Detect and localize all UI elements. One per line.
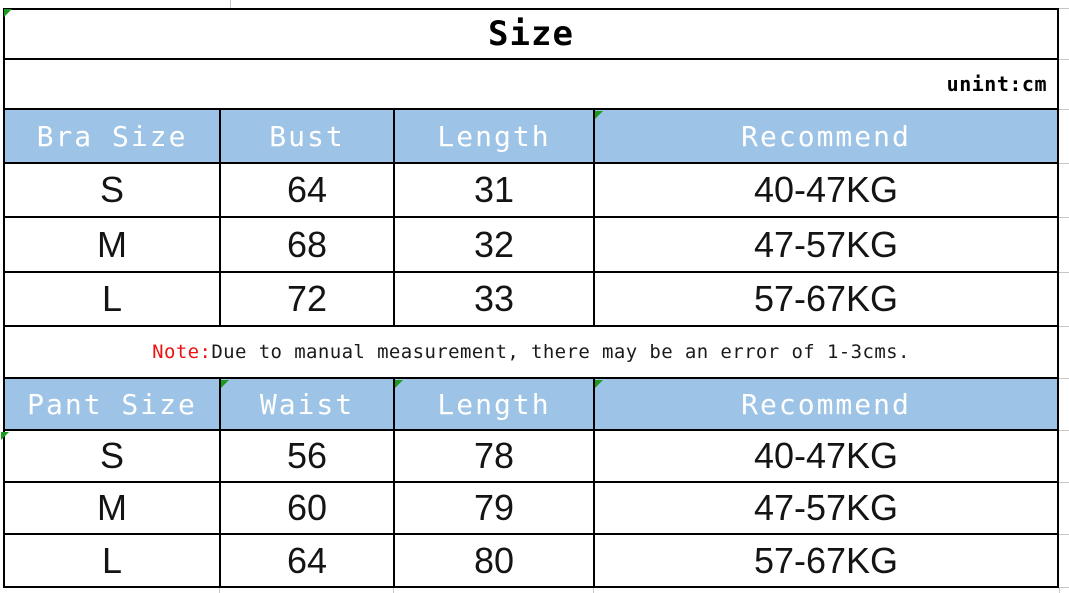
table-cell: 57-67KG	[595, 535, 1057, 586]
gridline	[1059, 326, 1069, 327]
table-cell: 64	[221, 535, 393, 586]
table-cell: 78	[395, 431, 593, 481]
table-cell: 57-67KG	[595, 273, 1057, 325]
pant-recommend-header: Recommend	[595, 379, 1057, 429]
table-cell: S	[5, 431, 219, 481]
gridline	[1059, 430, 1069, 431]
table-cell: 32	[395, 218, 593, 271]
unit-label: unint:cm	[5, 60, 1057, 108]
table-cell: 31	[395, 164, 593, 216]
gridline	[1059, 163, 1069, 164]
pant-length-header: Length	[395, 379, 593, 429]
gridline	[1059, 59, 1069, 60]
bra-length-header: Length	[395, 110, 593, 162]
error-indicator-icon	[595, 111, 603, 119]
bra-size-header: Bra Size	[5, 110, 219, 162]
gridline	[1059, 534, 1069, 535]
bust-header: Bust	[221, 110, 393, 162]
error-indicator-icon	[395, 380, 403, 388]
table-cell: 56	[221, 431, 393, 481]
table-cell: 47-57KG	[595, 483, 1057, 533]
table-cell: L	[5, 535, 219, 586]
table-cell: S	[5, 164, 219, 216]
error-indicator-icon	[4, 9, 12, 17]
gridline	[1059, 272, 1069, 273]
gridline	[1059, 109, 1069, 110]
measurement-note: Note: Due to manual measurement, there ma…	[5, 327, 1057, 377]
table-cell: M	[5, 218, 219, 271]
waist-header: Waist	[221, 379, 393, 429]
gridline	[393, 588, 394, 593]
gridline	[1059, 8, 1069, 9]
pant-size-header: Pant Size	[5, 379, 219, 429]
gridline	[1059, 588, 1060, 593]
table-cell: M	[5, 483, 219, 533]
size-chart-table: Size unint:cm Bra Size Bust Length Recom…	[3, 8, 1059, 588]
error-indicator-icon	[595, 380, 603, 388]
note-prefix: Note:	[152, 341, 212, 363]
table-cell: 79	[395, 483, 593, 533]
table-cell: 68	[221, 218, 393, 271]
error-indicator-icon	[1, 432, 9, 440]
table-cell: 80	[395, 535, 593, 586]
table-cell: L	[5, 273, 219, 325]
gridline	[1059, 378, 1069, 379]
gridline	[1059, 217, 1069, 218]
gridline	[593, 588, 594, 593]
table-cell: 33	[395, 273, 593, 325]
bra-recommend-header: Recommend	[595, 110, 1057, 162]
table-cell: 64	[221, 164, 393, 216]
gridline	[230, 0, 231, 8]
gridline	[219, 588, 220, 593]
gridline	[1059, 482, 1069, 483]
note-text: Due to manual measurement, there may be …	[211, 341, 910, 363]
gridline	[1059, 587, 1069, 588]
table-cell: 40-47KG	[595, 431, 1057, 481]
table-cell: 60	[221, 483, 393, 533]
table-cell: 47-57KG	[595, 218, 1057, 271]
table-cell: 72	[221, 273, 393, 325]
page-title: Size	[5, 10, 1057, 58]
table-cell: 40-47KG	[595, 164, 1057, 216]
error-indicator-icon	[221, 380, 229, 388]
